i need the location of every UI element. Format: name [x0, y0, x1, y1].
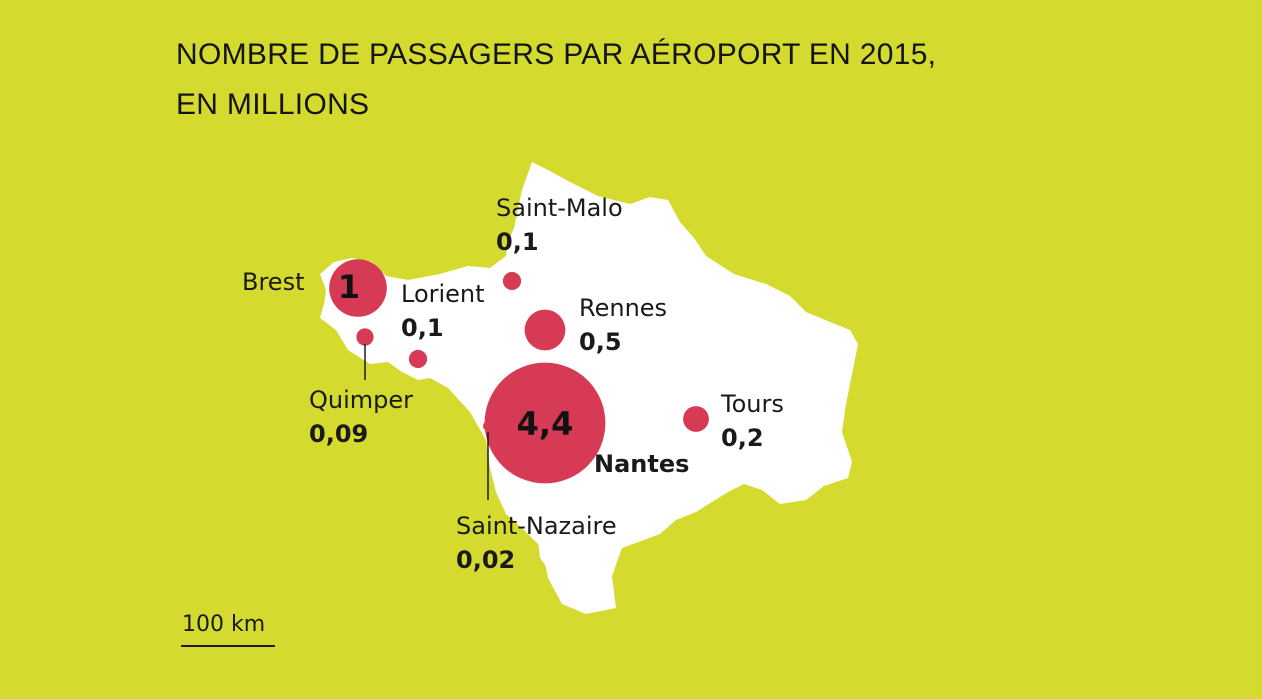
- lorient-value: 0,1: [401, 314, 444, 342]
- tours-value: 0,2: [721, 424, 764, 452]
- quimper-label: Quimper: [309, 386, 413, 414]
- lorient-bubble: [408, 349, 428, 369]
- saint-nazaire-label: Saint-Nazaire: [456, 512, 617, 540]
- rennes-label: Rennes: [579, 294, 667, 322]
- scale-label: 100 km: [182, 612, 266, 637]
- brest-bubble: [329, 259, 387, 317]
- saint-malo-value: 0,1: [496, 228, 539, 256]
- tours-label: Tours: [720, 390, 784, 418]
- noirmoutier-island: [538, 536, 552, 566]
- nantes-bubble: [484, 362, 606, 484]
- airport-bubbles: [329, 259, 709, 484]
- nantes-value: 4,4: [517, 405, 574, 443]
- brest-value: 1: [338, 268, 360, 306]
- nantes-label: Nantes: [594, 450, 689, 478]
- scale-bar: [181, 645, 275, 647]
- tours-bubble: [683, 406, 709, 432]
- quimper-value: 0,09: [309, 420, 368, 448]
- saint-malo-bubble: [502, 271, 522, 291]
- map-title-line2: EN MILLIONS: [176, 88, 370, 121]
- map-title-line1: NOMBRE DE PASSAGERS PAR AÉROPORT EN 2015…: [176, 38, 937, 71]
- saint-nazaire-value: 0,02: [456, 546, 515, 574]
- quimper-bubble: [356, 328, 374, 346]
- saint-malo-label: Saint-Malo: [496, 194, 623, 222]
- lorient-label: Lorient: [401, 280, 485, 308]
- brest-label: Brest: [242, 268, 304, 296]
- rennes-bubble: [524, 309, 566, 351]
- rennes-value: 0,5: [579, 328, 622, 356]
- map-title: NOMBRE DE PASSAGERS PAR AÉROPORT EN 2015…: [176, 30, 936, 130]
- saint-nazaire-bubble: [483, 421, 493, 431]
